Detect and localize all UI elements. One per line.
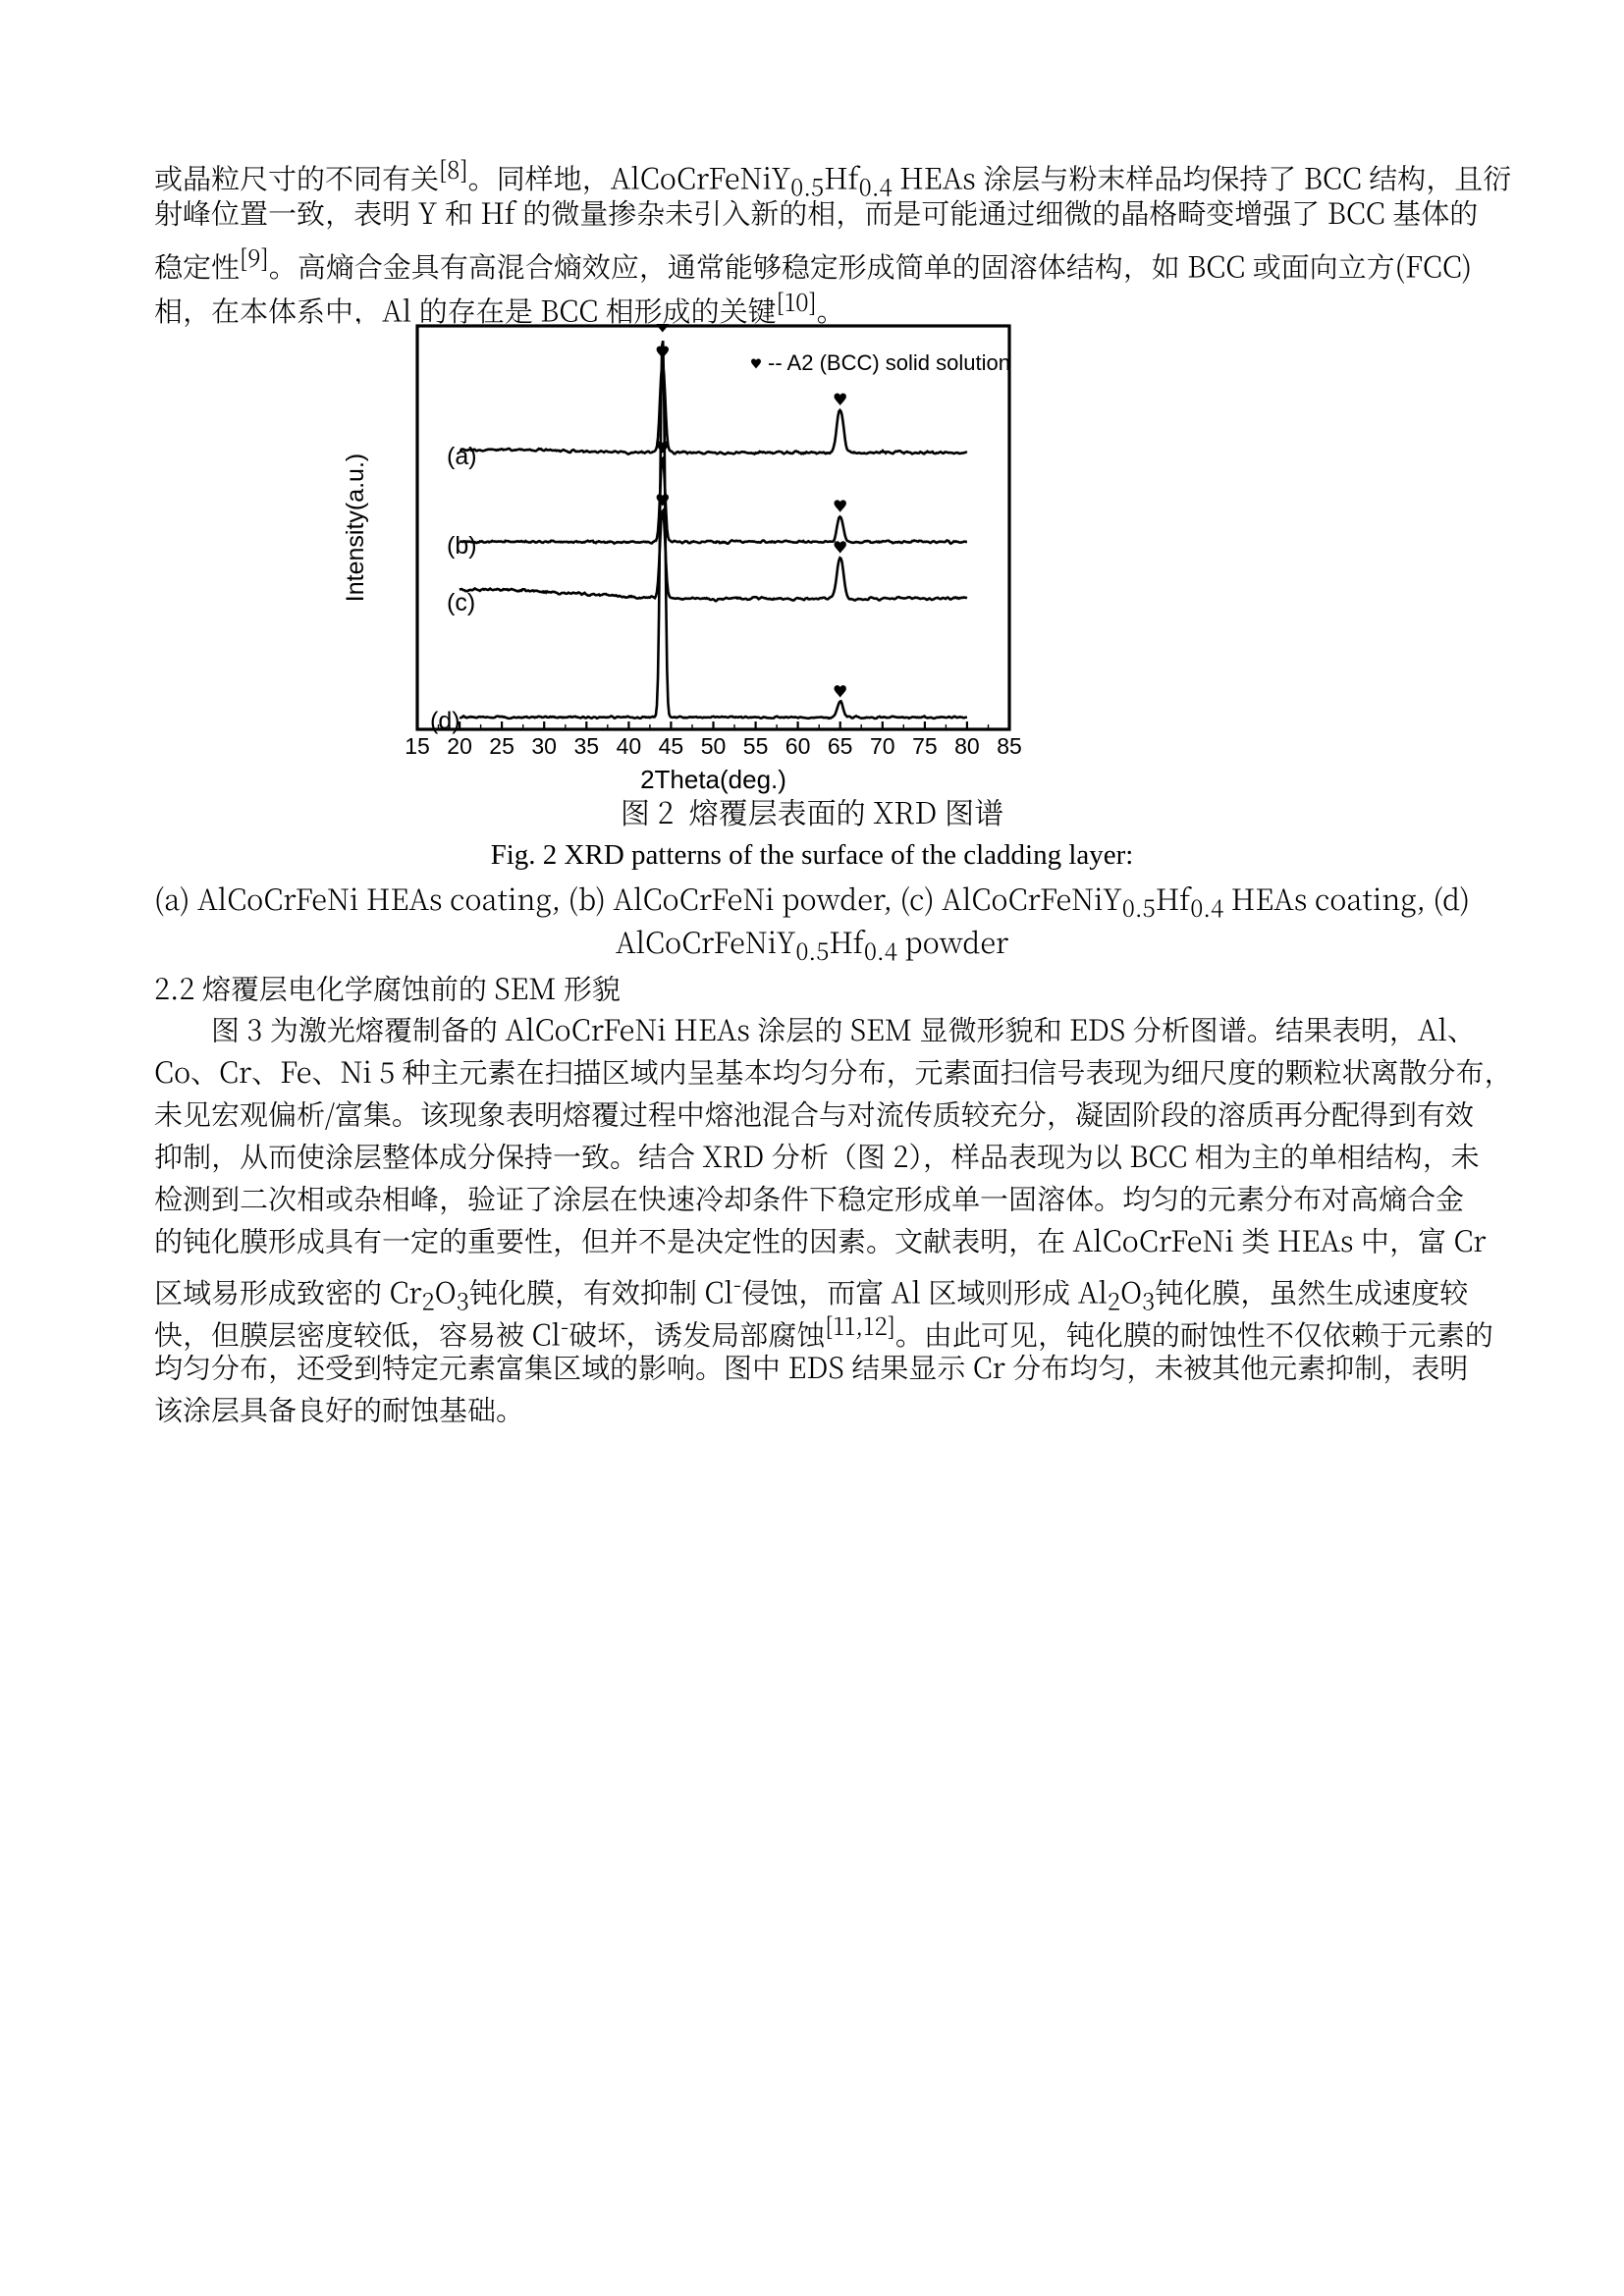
svg-text:55: 55 (743, 733, 769, 759)
svg-text:(c): (c) (447, 589, 475, 616)
svg-text:60: 60 (785, 733, 811, 759)
svg-text:(a): (a) (447, 443, 477, 470)
svg-text:50: 50 (701, 733, 727, 759)
svg-text:35: 35 (574, 733, 600, 759)
svg-text:15: 15 (405, 733, 430, 759)
svg-text:70: 70 (870, 733, 895, 759)
svg-text:30: 30 (531, 733, 557, 759)
svg-text:(d): (d) (430, 708, 460, 735)
svg-text:85: 85 (997, 733, 1021, 759)
svg-text:25: 25 (489, 733, 514, 759)
svg-text:75: 75 (912, 733, 938, 759)
svg-text:(b): (b) (447, 532, 477, 560)
svg-text:65: 65 (828, 733, 853, 759)
svg-text:-- A2 (BCC) solid solution: -- A2 (BCC) solid solution (768, 350, 1010, 375)
svg-text:Intensity(a.u.): Intensity(a.u.) (342, 454, 369, 602)
svg-text:40: 40 (617, 733, 642, 759)
svg-text:45: 45 (659, 733, 684, 759)
svg-text:80: 80 (954, 733, 980, 759)
svg-text:20: 20 (447, 733, 472, 759)
